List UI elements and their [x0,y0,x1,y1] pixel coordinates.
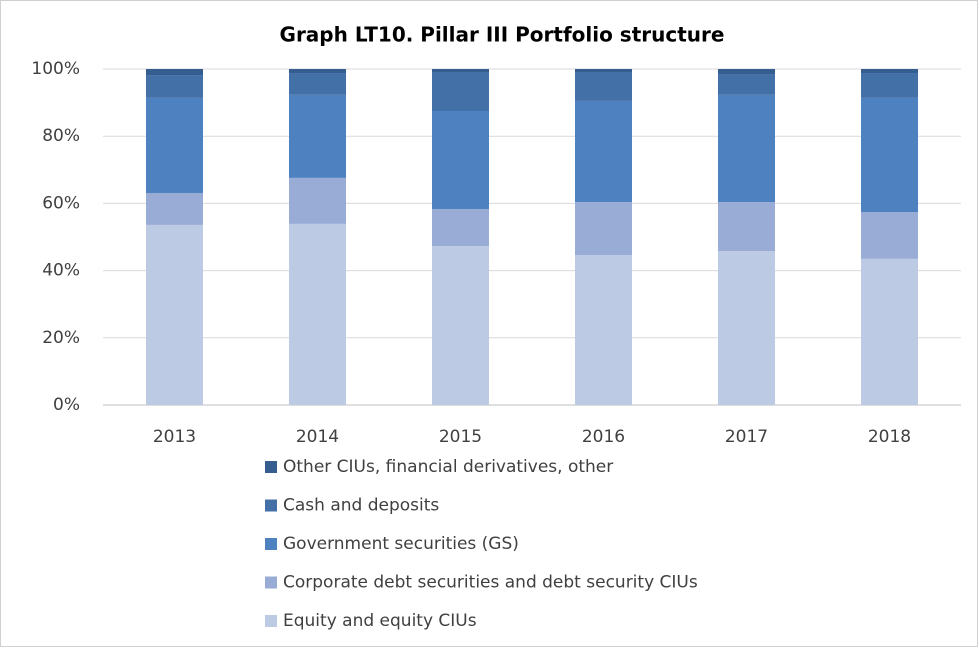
bar-segment [575,72,632,101]
bar-segment [861,258,918,405]
bar-segment [432,69,489,73]
y-tick-label: 100% [31,59,80,79]
bar-segment [289,177,346,224]
bar-segment [575,69,632,73]
legend-label: Other CIUs, financial derivatives, other [283,457,613,477]
bar-segment [861,73,918,98]
bar-segment [432,111,489,210]
x-tick-label: 2013 [153,427,196,447]
bar-segment [146,97,203,193]
bar-segment [861,69,918,74]
bar-segment [718,94,775,203]
bar-segment [146,224,203,405]
bar-segment [718,69,775,75]
bar-segment [146,75,203,98]
bar-segment [718,74,775,95]
x-tick-label: 2017 [725,427,768,447]
bar-segment [289,73,346,95]
x-tick-label: 2018 [868,427,911,447]
legend-swatch [265,576,277,589]
y-tick-label: 60% [42,193,80,213]
y-tick-label: 20% [42,328,80,348]
x-tick-label: 2014 [296,427,339,447]
bar-segment [718,202,775,252]
bar-segment [289,94,346,178]
legend-label: Equity and equity CIUs [283,611,477,631]
bar-segment [432,72,489,111]
bar-segment [289,223,346,405]
y-tick-label: 0% [53,395,80,415]
bar-segment [575,202,632,256]
legend-label: Corporate debt securities and debt secur… [283,573,698,593]
legend-label: Cash and deposits [283,496,439,516]
bar-segment [146,69,203,76]
legend-swatch [265,461,277,473]
legend-label: Government securities (GS) [283,534,519,554]
bar-segment [575,100,632,203]
x-tick-label: 2016 [582,427,625,447]
x-tick-label: 2015 [439,427,482,447]
bar-segment [289,69,346,74]
legend-swatch [265,615,277,627]
legend-swatch [265,538,277,550]
bar-segment [575,255,632,405]
legend-swatch [265,499,277,512]
y-tick-label: 80% [42,126,80,146]
chart-title: Graph LT10. Pillar III Portfolio structu… [280,23,725,47]
bar-segment [861,97,918,213]
bar-segment [861,212,918,259]
y-tick-label: 40% [42,261,80,281]
bar-segment [432,246,489,405]
bar-segment [718,251,775,405]
bar-segment [432,209,489,247]
bar-segment [146,192,203,225]
